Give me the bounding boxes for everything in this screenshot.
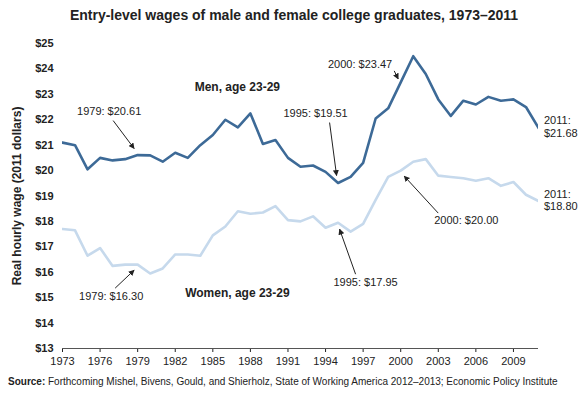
svg-text:1994: 1994 (313, 355, 337, 367)
html-text:Source: Forthcoming Mishel, Bi: Source: Forthcoming Mishel, Bivens, Goul… (8, 376, 558, 387)
svg-text:$23: $23 (35, 88, 53, 100)
svg-text:$24: $24 (35, 62, 54, 74)
svg-text:1995: $19.51: 1995: $19.51 (283, 107, 347, 119)
svg-text:Men, age 23-29: Men, age 23-29 (195, 80, 281, 94)
svg-text:1985: 1985 (201, 355, 225, 367)
svg-text:1982: 1982 (163, 355, 187, 367)
svg-text:2000: $20.00: 2000: $20.00 (434, 214, 498, 226)
svg-text:Real hourly wage (2011 dollars: Real hourly wage (2011 dollars) (10, 107, 24, 286)
svg-text:Women, age 23-29: Women, age 23-29 (185, 286, 290, 300)
svg-text:$16: $16 (35, 266, 53, 278)
svg-text:2000: 2000 (388, 355, 412, 367)
svg-text:$21: $21 (35, 139, 53, 151)
svg-text:$14: $14 (35, 317, 54, 329)
svg-text:2009: 2009 (501, 355, 525, 367)
svg-text:1976: 1976 (88, 355, 112, 367)
svg-text:$18: $18 (35, 215, 53, 227)
svg-text:2011:$21.68: 2011:$21.68 (544, 114, 578, 139)
svg-text:$13: $13 (35, 342, 53, 354)
svg-text:$22: $22 (35, 113, 53, 125)
svg-text:$25: $25 (35, 37, 53, 49)
svg-text:2011:$18.80: 2011:$18.80 (544, 188, 578, 213)
svg-text:$19: $19 (35, 190, 53, 202)
svg-text:$17: $17 (35, 240, 53, 252)
svg-text:$20: $20 (35, 164, 53, 176)
svg-text:1979: 1979 (125, 355, 149, 367)
svg-text:2003: 2003 (426, 355, 450, 367)
svg-text:$15: $15 (35, 291, 53, 303)
svg-text:2006: 2006 (464, 355, 488, 367)
svg-text:1979: $16.30: 1979: $16.30 (79, 290, 143, 302)
svg-text:1973: 1973 (50, 355, 74, 367)
html-text:Entry-level wages of male and: Entry-level wages of male and female col… (69, 7, 519, 23)
svg-text:2000: $23.47: 2000: $23.47 (328, 58, 392, 70)
svg-text:1997: 1997 (351, 355, 375, 367)
svg-text:1988: 1988 (238, 355, 262, 367)
svg-text:1995: $17.95: 1995: $17.95 (333, 276, 397, 288)
svg-text:1991: 1991 (276, 355, 300, 367)
svg-text:1979: $20.61: 1979: $20.61 (77, 105, 141, 117)
